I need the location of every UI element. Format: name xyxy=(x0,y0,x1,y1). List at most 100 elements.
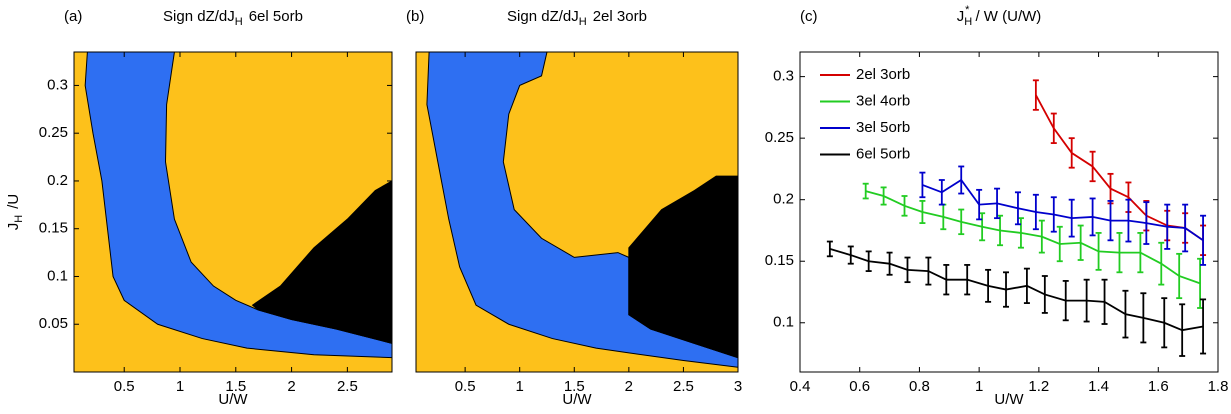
y-tick-label: 0.25 xyxy=(39,124,68,141)
panel-label: (a) xyxy=(64,8,82,25)
panel-label: (c) xyxy=(800,8,818,25)
error-bar xyxy=(985,268,992,303)
chart-title: JH* / W (U/W) xyxy=(957,4,1042,28)
plot-frame xyxy=(73,51,393,373)
error-bar xyxy=(1068,137,1075,169)
error-bar xyxy=(1176,252,1183,300)
error-bar xyxy=(1200,298,1207,355)
x-tick-label: 0.4 xyxy=(790,378,811,395)
x-tick-label: 2 xyxy=(287,378,295,395)
error-bar xyxy=(1003,271,1010,308)
y-tick-label: 0.15 xyxy=(765,252,794,269)
error-bar xyxy=(862,182,869,200)
chart-title-rest: 6el 5orb xyxy=(249,8,303,25)
error-bar xyxy=(1089,197,1096,237)
error-bar xyxy=(1056,225,1063,263)
chart-title-main: Sign dZ/dJ xyxy=(163,8,235,25)
y-axis-label: JH/U xyxy=(5,194,25,230)
error-bar xyxy=(1032,193,1039,231)
y-tick-label: 0.3 xyxy=(47,76,68,93)
chart-title-rest: 2el 3orb xyxy=(593,8,647,25)
y-tick-label: 0.2 xyxy=(47,172,68,189)
series-line xyxy=(922,178,1204,242)
x-axis-label: U/W xyxy=(994,391,1024,408)
legend-label: 3el 4orb xyxy=(856,92,910,109)
error-bar xyxy=(1041,275,1048,314)
error-bar xyxy=(1200,214,1207,266)
error-bar xyxy=(1122,289,1129,339)
chart-title-sup: * xyxy=(965,4,970,16)
error-bar xyxy=(1077,224,1084,261)
x-axis-label: U/W xyxy=(562,391,592,408)
chart-title: Sign dZ/dJH 6el 5orb xyxy=(163,8,303,28)
error-bar xyxy=(1050,112,1057,144)
chart-title: Sign dZ/dJH 2el 3orb xyxy=(507,8,647,28)
error-bar xyxy=(919,200,926,224)
y-axis-label-main: J xyxy=(5,223,22,231)
error-bar xyxy=(1095,232,1102,271)
error-bar xyxy=(1182,203,1189,253)
error-bar xyxy=(1179,303,1186,357)
error-bar xyxy=(880,186,887,206)
error-bar xyxy=(1032,79,1039,111)
error-bar xyxy=(1068,198,1075,238)
error-bar xyxy=(979,212,986,242)
error-bar xyxy=(1101,278,1108,325)
y-tick-label: 0.3 xyxy=(773,68,794,85)
series-line xyxy=(865,190,1201,285)
error-bar xyxy=(1107,200,1114,242)
error-bar xyxy=(1161,297,1168,349)
y-tick-label: 0.1 xyxy=(773,314,794,331)
error-bar xyxy=(847,245,854,265)
error-bar xyxy=(958,208,965,236)
x-tick-label: 1.4 xyxy=(1088,378,1109,395)
chart-title-sub: H xyxy=(235,16,243,28)
series-line xyxy=(829,248,1204,332)
error-bar xyxy=(994,187,1001,220)
chart-title-rest: / W (U/W) xyxy=(975,8,1041,25)
legend-label: 3el 5orb xyxy=(856,119,910,136)
error-bar xyxy=(826,240,833,258)
y-axis-label-sub: H xyxy=(13,215,25,223)
chart-title-main: Sign dZ/dJ xyxy=(507,8,579,25)
error-bar xyxy=(919,171,926,199)
error-bar xyxy=(938,179,945,206)
error-bar xyxy=(1143,201,1150,245)
x-tick-label: 1 xyxy=(516,378,524,395)
error-bar xyxy=(1023,267,1030,304)
x-axis-label: U/W xyxy=(218,391,248,408)
plot-frame xyxy=(415,51,739,373)
y-axis-label-rest: /U xyxy=(5,194,22,209)
x-tick-label: 0.8 xyxy=(909,378,930,395)
y-tick-label: 0.05 xyxy=(39,315,68,332)
region xyxy=(84,52,392,359)
error-bar xyxy=(925,256,932,286)
chart-title-sub: H xyxy=(579,16,587,28)
x-tick-label: 3 xyxy=(734,378,742,395)
x-tick-label: 1.8 xyxy=(1208,378,1229,395)
x-tick-label: 2 xyxy=(625,378,633,395)
x-tick-label: 0.5 xyxy=(114,378,135,395)
error-bar xyxy=(964,264,971,296)
error-bar xyxy=(1089,150,1096,183)
y-tick-label: 0.1 xyxy=(47,267,68,284)
error-bar xyxy=(1062,280,1069,322)
error-bar xyxy=(1140,292,1147,344)
error-bar xyxy=(1158,241,1165,286)
x-tick-label: 2.5 xyxy=(673,378,694,395)
chart-title-main: J xyxy=(957,8,965,25)
region xyxy=(628,175,738,359)
x-tick-label: 1.5 xyxy=(564,378,585,395)
error-bar xyxy=(1014,191,1021,226)
error-bar xyxy=(976,188,983,221)
x-tick-label: 2.5 xyxy=(337,378,358,395)
panel-label: (b) xyxy=(406,8,424,25)
error-bar xyxy=(1137,232,1144,274)
x-tick-label: 1.5 xyxy=(225,378,246,395)
x-tick-label: 1.2 xyxy=(1028,378,1049,395)
error-bar xyxy=(1083,278,1090,323)
error-bar xyxy=(943,264,950,296)
error-bar xyxy=(1125,198,1132,243)
y-tick-label: 0.2 xyxy=(773,191,794,208)
